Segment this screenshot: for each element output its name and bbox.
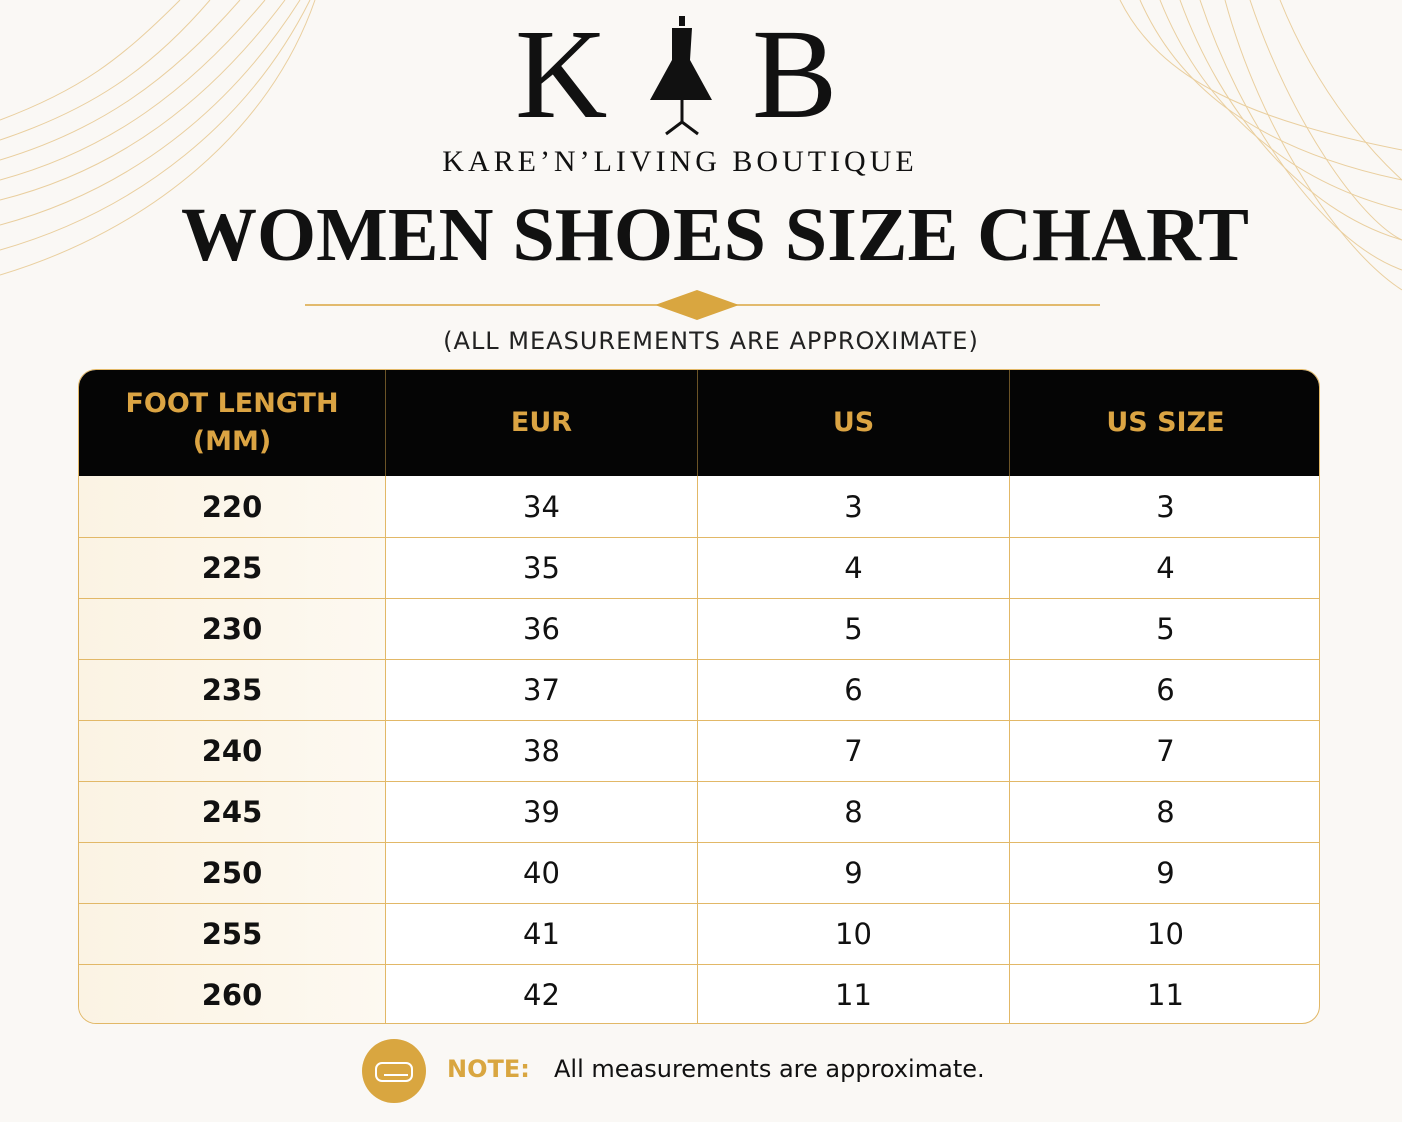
- table-cell: 230: [79, 598, 386, 659]
- table-cell: 6: [1010, 659, 1319, 720]
- table-cell: 6: [698, 659, 1010, 720]
- table-cell: 41: [386, 903, 698, 964]
- page-title: WOMEN SHOES SIZE CHART: [181, 193, 1249, 277]
- logo-letter: B: [752, 3, 838, 145]
- table-cell: 7: [698, 720, 1010, 781]
- logo-letter: K: [515, 3, 608, 145]
- note-label: NOTE:: [447, 1055, 530, 1083]
- size-table: FOOT LENGTH (MM) EUR US US SIZE 220 34 3 3 225 35…: [78, 369, 1320, 1024]
- table-cell: 9: [698, 842, 1010, 903]
- table-cell: 4: [698, 537, 1010, 598]
- header-cell: US: [698, 370, 1010, 476]
- table-cell: 37: [386, 659, 698, 720]
- table-cell: 3: [698, 476, 1010, 537]
- table-cell: 3: [1156, 489, 1175, 524]
- table-cell: 235: [79, 659, 386, 720]
- header-cell: EUR: [386, 370, 698, 476]
- dress-icon: [650, 16, 712, 136]
- brand-name: KARE’N’LIVING BOUTIQUE: [442, 145, 918, 178]
- ornament-divider: [305, 290, 1100, 320]
- table-cell: 40: [386, 842, 698, 903]
- tape-icon: [362, 1039, 426, 1103]
- table-cell: 255: [79, 903, 386, 964]
- table-cell: 39: [386, 781, 698, 842]
- table-cell: 245: [79, 781, 386, 842]
- table-cell: 11: [1010, 964, 1319, 1023]
- header-cell: FOOT LENGTH (MM): [79, 370, 386, 476]
- table-cell: 35: [386, 537, 698, 598]
- table-cell: 38: [386, 720, 698, 781]
- table-cell: 7: [1010, 720, 1319, 781]
- table-cell: 8: [1010, 781, 1319, 842]
- table-cell: 42: [386, 964, 698, 1023]
- subtitle: (ALL MEASUREMENTS ARE APPROXIMATE): [443, 327, 979, 355]
- table-cell: 240: [79, 720, 386, 781]
- table-cell: 8: [698, 781, 1010, 842]
- decorative-curves: [0, 0, 1402, 320]
- table-cell: 5: [1010, 598, 1319, 659]
- table-cell: 10: [698, 903, 1010, 964]
- note-text: All measurements are approximate.: [554, 1055, 985, 1083]
- table-cell: 11: [698, 964, 1010, 1023]
- table-cell: 250: [79, 842, 386, 903]
- table-cell: 225: [79, 537, 386, 598]
- table-cell: 9: [1010, 842, 1319, 903]
- table-cell: 260: [79, 964, 386, 1023]
- table-cell: 10: [1010, 903, 1319, 964]
- header-cell: US SIZE: [1010, 370, 1319, 476]
- table-cell: 220: [79, 476, 386, 537]
- table-cell: 36: [386, 598, 698, 659]
- table-cell: 34: [386, 476, 698, 537]
- table-cell: 4: [1010, 537, 1319, 598]
- table-cell: 5: [698, 598, 1010, 659]
